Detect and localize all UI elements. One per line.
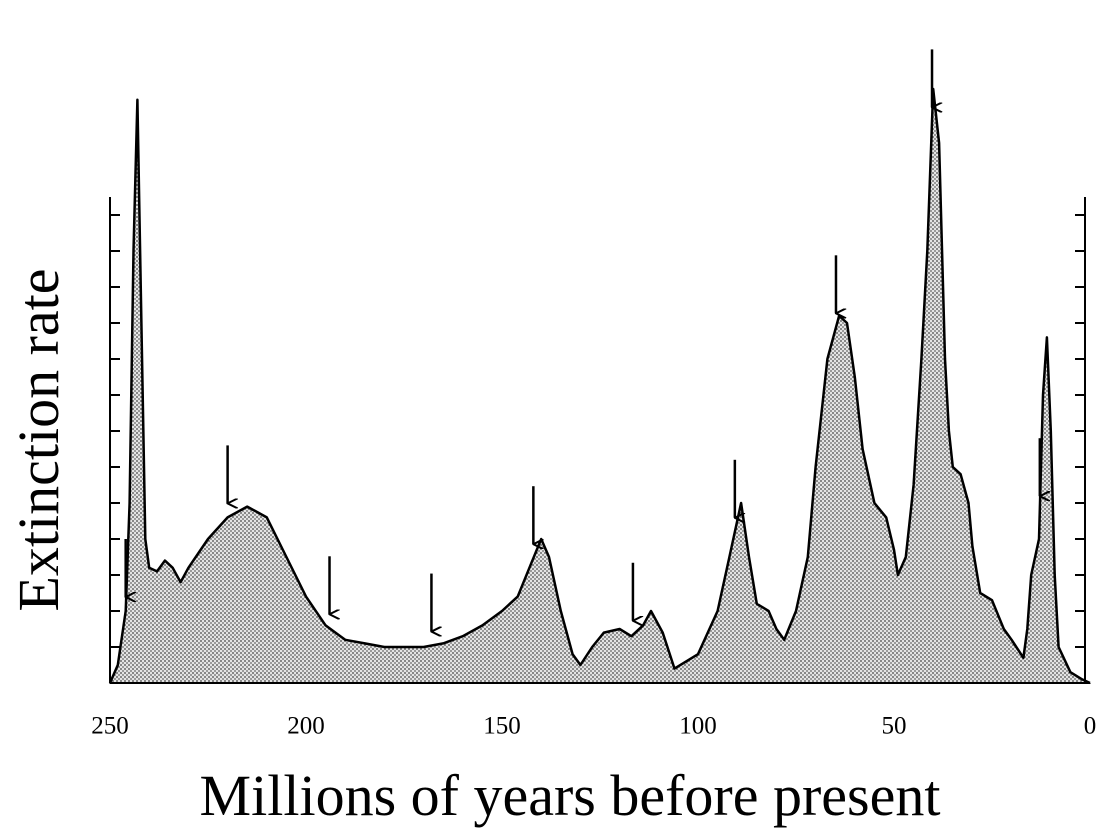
x-tick-label: 50 — [882, 713, 907, 740]
x-tick-label: 200 — [287, 713, 325, 740]
area-line — [108, 87, 1091, 685]
area-fill — [110, 89, 1090, 683]
x-tick-label: 250 — [91, 713, 129, 740]
x-tick-label: 100 — [679, 713, 717, 740]
x-tick-label: 0 — [1084, 713, 1097, 740]
x-tick-label: 150 — [483, 713, 521, 740]
x-axis-title: Millions of years before present — [200, 763, 941, 828]
y-axis-title: Extinction rate — [6, 268, 71, 611]
